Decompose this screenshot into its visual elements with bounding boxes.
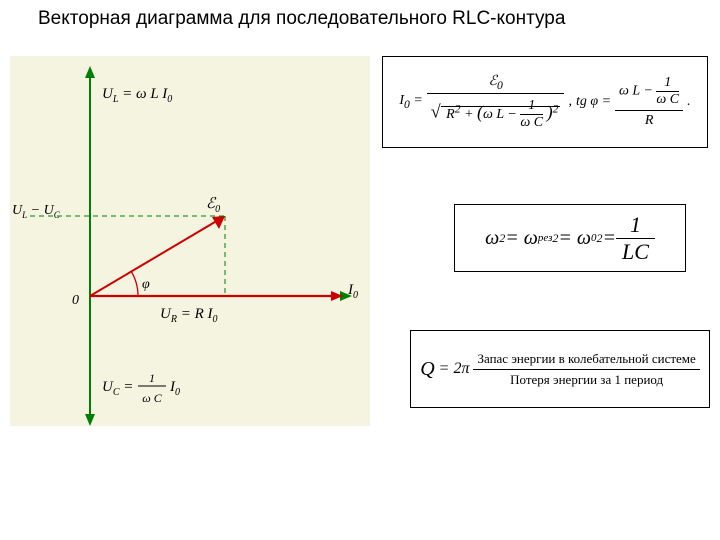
vector-diagram: UL = ω L I0 UL − UC ℰ0 φ 0 UR = R I0 I0 …: [10, 56, 370, 426]
page-title: Векторная диаграмма для последовательног…: [38, 8, 565, 30]
formula-box-1: I0 = ℰ0 √ R2 + (ω L − 1ω C )2 , tg φ = ω…: [382, 56, 708, 148]
f1-tg-frac: ω L − 1ω C R: [615, 75, 683, 129]
label-uc-num: 1: [149, 371, 155, 385]
formula-box-2: ω2 = ωрез2 = ω02 = 1 LC: [454, 204, 686, 272]
label-ul-uc: UL − UC: [12, 203, 61, 220]
diagram-bg: [10, 56, 370, 426]
formula-box-3: Q = 2π Запас энергии в колебательной сис…: [410, 330, 710, 408]
label-phi: φ: [142, 277, 150, 292]
f1-main-frac: ℰ0 √ R2 + (ω L − 1ω C )2: [427, 73, 565, 132]
label-uc-den: ω C: [142, 391, 162, 405]
label-origin: 0: [72, 293, 79, 308]
diagram-svg: UL = ω L I0 UL − UC ℰ0 φ 0 UR = R I0 I0 …: [10, 56, 370, 426]
